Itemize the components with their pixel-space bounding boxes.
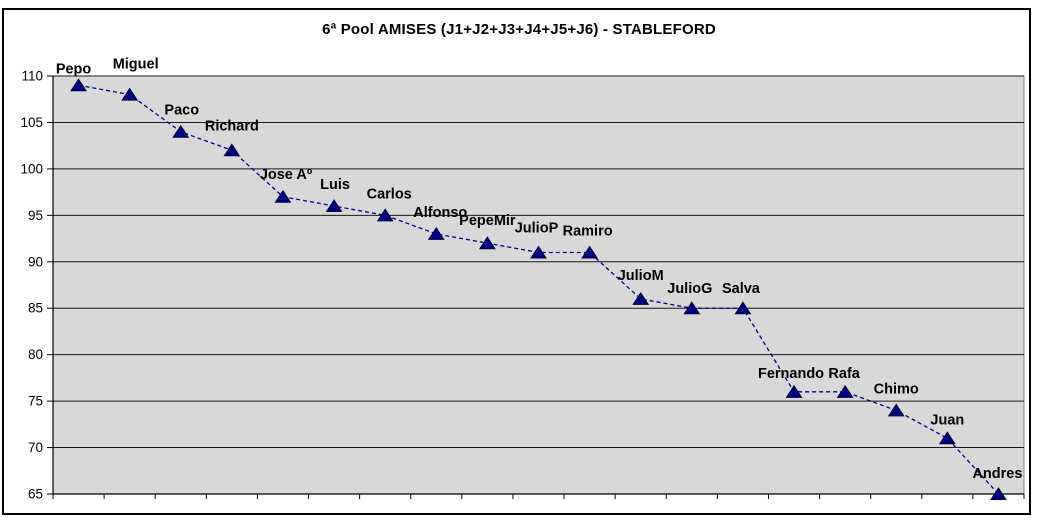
y-axis-tick-label: 70 [28, 440, 43, 455]
data-point-label: Alfonso [413, 205, 467, 221]
data-point-marker [990, 487, 1007, 500]
data-point-label: JulioM [618, 268, 664, 284]
data-point-label: Ramiro [563, 223, 613, 239]
y-axis-tick-label: 65 [28, 487, 43, 502]
data-point-marker [70, 78, 87, 92]
data-point-marker [632, 292, 650, 305]
data-point-marker [376, 208, 394, 222]
data-point-label: Salva [722, 281, 761, 297]
y-axis-tick-label: 100 [20, 161, 43, 176]
y-axis-tick-label: 85 [28, 301, 43, 316]
data-point-label: Rafa [828, 366, 860, 382]
data-point-label: PepeMir [459, 213, 516, 229]
data-point-label: Jose Aº [260, 167, 313, 183]
data-point-label: Miguel [113, 57, 159, 73]
data-point-label: Chimo [874, 381, 919, 397]
data-point-marker [785, 384, 803, 398]
data-point-label: Fernando [758, 366, 824, 382]
data-point-marker [478, 236, 496, 250]
data-point-marker [581, 245, 599, 259]
data-point-marker [530, 245, 547, 259]
data-point-label: JulioP [515, 220, 559, 236]
data-point-label: Pepo [56, 61, 92, 77]
data-point-marker [887, 403, 905, 417]
y-axis-tick-label: 110 [21, 69, 43, 84]
data-point-marker [325, 199, 343, 213]
data-point-label: Luis [320, 177, 350, 193]
data-point-label: Andres [972, 466, 1022, 482]
data-point-label: Juan [930, 412, 964, 428]
data-point-label: Richard [205, 118, 259, 134]
data-point-marker [938, 431, 956, 445]
data-point-marker [223, 143, 241, 157]
data-point-marker [172, 124, 190, 138]
data-point-marker [121, 87, 139, 101]
plot-background [52, 75, 1025, 495]
data-point-marker [427, 226, 445, 240]
data-point-label: Carlos [367, 186, 412, 202]
data-point-marker [274, 189, 292, 203]
y-axis-tick-label: 105 [20, 115, 43, 130]
chart-title: 6ª Pool AMISES (J1+J2+J3+J4+J5+J6) - STA… [322, 21, 716, 38]
data-point-marker [836, 384, 854, 398]
data-point-marker [683, 301, 701, 315]
y-axis-tick-label: 80 [28, 347, 43, 362]
y-axis-tick-label: 90 [28, 254, 43, 269]
data-point-label: Paco [164, 103, 199, 119]
y-axis-tick-label: 75 [28, 394, 43, 409]
y-axis-tick-label: 95 [28, 208, 43, 223]
data-point-label: JulioG [667, 281, 712, 297]
data-point-marker [734, 301, 752, 315]
